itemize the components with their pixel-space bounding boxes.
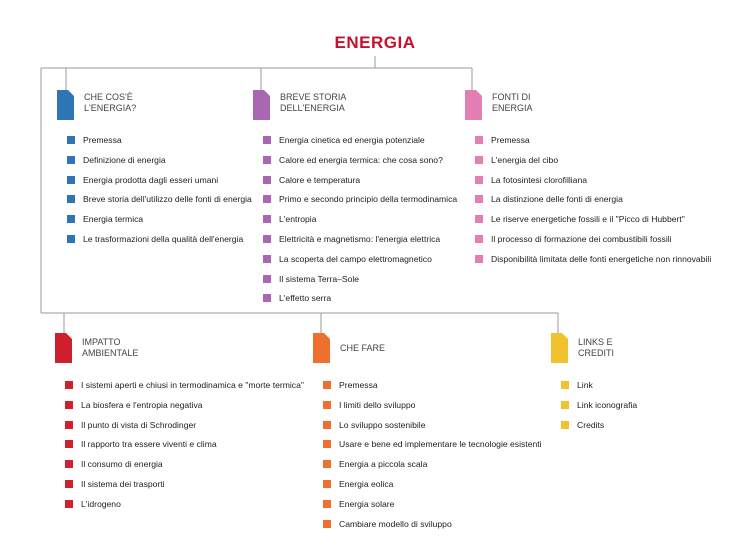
list-item-label[interactable]: Credits xyxy=(577,419,605,430)
bullet-square-icon xyxy=(65,479,73,488)
list-item-label[interactable]: Disponibilità limitata delle fonti energ… xyxy=(491,253,712,264)
list-item-label[interactable]: Breve storia dell'utilizzo delle fonti d… xyxy=(83,194,252,205)
bullet-square-icon xyxy=(323,400,331,409)
list-item-label[interactable]: Definizione di energia xyxy=(83,154,166,165)
bullet-square-icon xyxy=(263,254,271,263)
list-item-label[interactable]: Premessa xyxy=(83,135,122,145)
section-heading[interactable]: IMPATTO AMBIENTALE xyxy=(82,337,139,358)
document-icon[interactable] xyxy=(465,90,482,120)
bullet-square-icon xyxy=(67,155,75,164)
list-item-label[interactable]: Link xyxy=(577,380,593,390)
list-item-label[interactable]: Il processo di formazione dei combustibi… xyxy=(491,233,672,244)
section-heading[interactable]: LINKS E CREDITI xyxy=(578,337,614,358)
list-item-label[interactable]: Energia solare xyxy=(339,498,395,509)
section-heading[interactable]: BREVE STORIA DELL'ENERGIA xyxy=(280,92,347,113)
list-item-label[interactable]: Il consumo di energia xyxy=(81,459,163,470)
bullet-square-icon xyxy=(263,215,271,224)
section-heading[interactable]: CHE COS'È L'ENERGIA? xyxy=(84,92,137,113)
bullet-square-icon xyxy=(475,136,483,144)
document-icon[interactable] xyxy=(551,333,568,363)
list-item-label[interactable]: Calore ed energia termica: che cosa sono… xyxy=(279,154,443,165)
bullet-square-icon xyxy=(323,519,331,528)
bullet-square-icon xyxy=(65,499,73,508)
list-item-label[interactable]: Energia a piccola scala xyxy=(339,459,428,470)
document-icon[interactable] xyxy=(57,90,74,120)
list-item-label[interactable]: Elettricità e magnetismo: l'energia elet… xyxy=(279,233,441,244)
bullet-square-icon xyxy=(65,420,73,429)
bullet-square-icon xyxy=(323,381,331,389)
list-item-label[interactable]: L'entropia xyxy=(279,214,317,225)
bullet-square-icon xyxy=(67,234,75,243)
list-item-label[interactable]: La scoperta del campo elettromagnetico xyxy=(279,253,432,264)
section-heading[interactable]: FONTI DI ENERGIA xyxy=(492,92,533,113)
list-item-label[interactable]: Usare e bene ed implementare le tecnolog… xyxy=(339,439,542,450)
list-item-label[interactable]: Calore e temperatura xyxy=(279,174,361,185)
bullet-square-icon xyxy=(475,254,483,263)
list-item-label[interactable]: Il punto di vista di Schrodinger xyxy=(81,419,197,430)
list-item-label[interactable]: Lo sviluppo sostenibile xyxy=(339,419,426,430)
list-item-label[interactable]: La distinzione delle fonti di energia xyxy=(491,194,623,205)
bullet-square-icon xyxy=(323,420,331,429)
bullet-square-icon xyxy=(67,175,75,184)
bullet-square-icon xyxy=(263,175,271,184)
list-item-label[interactable]: Primo e secondo principio della termodin… xyxy=(279,194,458,205)
list-item-label[interactable]: Le riserve energetiche fossili e il "Pic… xyxy=(491,214,685,225)
bullet-square-icon xyxy=(561,400,569,409)
bullet-square-icon xyxy=(65,440,73,449)
bullet-square-icon xyxy=(263,136,271,144)
document-icon[interactable] xyxy=(313,333,330,363)
list-item-label[interactable]: L'idrogeno xyxy=(81,498,121,509)
list-item-label[interactable]: Il sistema Terra–Sole xyxy=(279,273,360,284)
list-item-label[interactable]: I sistemi aperti e chiusi in termodinami… xyxy=(81,380,304,390)
bullet-square-icon xyxy=(65,460,73,469)
bullet-square-icon xyxy=(67,136,75,144)
list-item-label[interactable]: Energia termica xyxy=(83,214,144,225)
bullet-square-icon xyxy=(475,234,483,243)
bullet-square-icon xyxy=(323,460,331,469)
bullet-square-icon xyxy=(561,381,569,389)
bullet-square-icon xyxy=(263,155,271,164)
bullet-square-icon xyxy=(65,381,73,389)
bullet-square-icon xyxy=(263,234,271,243)
bullet-square-icon xyxy=(323,479,331,488)
list-item-label[interactable]: Link iconografia xyxy=(577,399,638,410)
page-title: ENERGIA xyxy=(334,33,416,52)
bullet-square-icon xyxy=(263,195,271,204)
list-item-label[interactable]: Energia eolica xyxy=(339,478,394,489)
list-item-label[interactable]: Il rapporto tra essere viventi e clima xyxy=(81,439,217,450)
list-item-label[interactable]: La biosfera e l'entropia negativa xyxy=(81,399,203,410)
list-item-label[interactable]: La fotosintesi clorofilliana xyxy=(491,174,588,185)
list-item-label[interactable]: L'effetto serra xyxy=(279,293,332,304)
list-item-label[interactable]: Energia cinetica ed energia potenziale xyxy=(279,135,425,145)
list-item-label[interactable]: Energia prodotta dagli esseri umani xyxy=(83,174,219,185)
list-item-label[interactable]: Il sistema dei trasporti xyxy=(81,478,165,489)
list-item-label[interactable]: Premessa xyxy=(491,135,530,145)
list-item-label[interactable]: L'energia del cibo xyxy=(491,154,559,165)
bullet-square-icon xyxy=(475,195,483,204)
bullet-square-icon xyxy=(475,155,483,164)
bullet-square-icon xyxy=(67,215,75,224)
document-icon[interactable] xyxy=(55,333,72,363)
bullet-square-icon xyxy=(263,274,271,283)
bullet-square-icon xyxy=(263,294,271,303)
document-icon[interactable] xyxy=(253,90,270,120)
bullet-square-icon xyxy=(65,400,73,409)
bullet-square-icon xyxy=(323,499,331,508)
bullet-square-icon xyxy=(475,215,483,224)
bullet-square-icon xyxy=(475,175,483,184)
bullet-square-icon xyxy=(561,420,569,429)
list-item-label[interactable]: Premessa xyxy=(339,380,378,390)
bullet-square-icon xyxy=(323,440,331,449)
list-item-label[interactable]: Cambiare modello di sviluppo xyxy=(339,518,452,529)
list-item-label[interactable]: I limiti dello sviluppo xyxy=(339,399,416,410)
bullet-square-icon xyxy=(67,195,75,204)
list-item-label[interactable]: Le trasformazioni della qualità dell'ene… xyxy=(83,233,244,244)
section-heading[interactable]: CHE FARE xyxy=(340,343,386,353)
